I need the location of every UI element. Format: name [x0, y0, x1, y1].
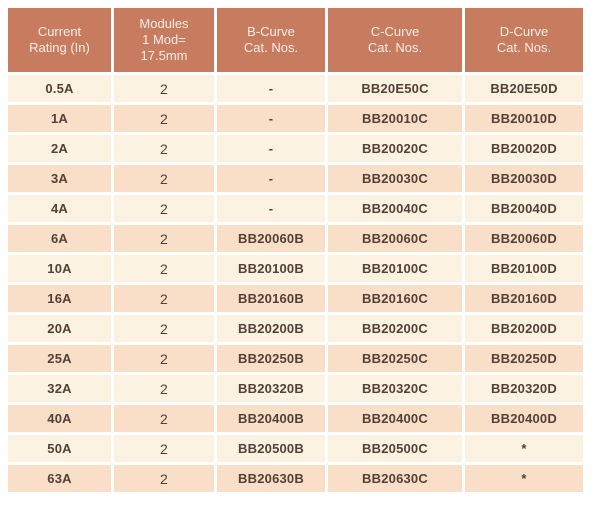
cell-current-rating: 32A: [8, 375, 111, 402]
cell-b-curve: -: [217, 105, 325, 132]
cell-d-curve: BB20040D: [465, 195, 583, 222]
cell-current-rating: 25A: [8, 345, 111, 372]
cell-d-curve: BB20320D: [465, 375, 583, 402]
cell-b-curve: BB20250B: [217, 345, 325, 372]
cell-b-curve: BB20320B: [217, 375, 325, 402]
cell-modules: 2: [114, 255, 214, 282]
cell-c-curve: BB20160C: [328, 285, 462, 312]
cell-current-rating: 4A: [8, 195, 111, 222]
cell-c-curve: BB20E50C: [328, 75, 462, 102]
column-header-current-rating: Current Rating (In): [8, 8, 111, 72]
cell-c-curve: BB20250C: [328, 345, 462, 372]
cell-d-curve: BB20010D: [465, 105, 583, 132]
table-row: 10A 2 BB20100B BB20100C BB20100D: [8, 255, 583, 282]
table-row: 4A 2- BB20040C BB20040D: [8, 195, 583, 222]
column-header-d-curve: D-Curve Cat. Nos.: [465, 8, 583, 72]
cell-b-curve: BB20630B: [217, 465, 325, 492]
table-row: 1A 2- BB20010C BB20010D: [8, 105, 583, 132]
cell-c-curve: BB20020C: [328, 135, 462, 162]
cell-modules: 2: [114, 285, 214, 312]
table-row: 0.5A 2- BB20E50C BB20E50D: [8, 75, 583, 102]
cell-c-curve: BB20200C: [328, 315, 462, 342]
cell-modules: 2: [114, 135, 214, 162]
cell-b-curve: BB20200B: [217, 315, 325, 342]
cell-d-curve: *: [465, 435, 583, 462]
cell-b-curve: -: [217, 195, 325, 222]
cell-current-rating: 2A: [8, 135, 111, 162]
cell-d-curve: BB20250D: [465, 345, 583, 372]
table-body: 0.5A 2- BB20E50C BB20E50D 1A 2- BB20010C BB2001…: [8, 75, 583, 492]
cell-c-curve: BB20630C: [328, 465, 462, 492]
cell-d-curve: *: [465, 465, 583, 492]
cell-b-curve: BB20160B: [217, 285, 325, 312]
cell-modules: 2: [114, 225, 214, 252]
cell-current-rating: 40A: [8, 405, 111, 432]
cell-d-curve: BB20E50D: [465, 75, 583, 102]
table-row: 6A 2 BB20060B BB20060C BB20060D: [8, 225, 583, 252]
cell-c-curve: BB20400C: [328, 405, 462, 432]
cell-current-rating: 20A: [8, 315, 111, 342]
cell-current-rating: 3A: [8, 165, 111, 192]
cell-c-curve: BB20100C: [328, 255, 462, 282]
table-row: 20A 2 BB20200B BB20200C BB20200D: [8, 315, 583, 342]
cell-modules: 2: [114, 375, 214, 402]
cell-b-curve: BB20060B: [217, 225, 325, 252]
cell-modules: 2: [114, 105, 214, 132]
cell-d-curve: BB20100D: [465, 255, 583, 282]
cell-b-curve: BB20100B: [217, 255, 325, 282]
cell-modules: 2: [114, 195, 214, 222]
cell-c-curve: BB20040C: [328, 195, 462, 222]
cell-modules: 2: [114, 405, 214, 432]
table-row: 2A 2- BB20020C BB20020D: [8, 135, 583, 162]
cell-current-rating: 10A: [8, 255, 111, 282]
cell-c-curve: BB20320C: [328, 375, 462, 402]
cell-modules: 2: [114, 165, 214, 192]
header-row: Current Rating (In) Modules 1 Mod= 17.5m…: [8, 8, 583, 72]
cell-current-rating: 16A: [8, 285, 111, 312]
table-row: 3A 2- BB20030C BB20030D: [8, 165, 583, 192]
cell-b-curve: -: [217, 135, 325, 162]
table-row: 25A 2 BB20250B BB20250C BB20250D: [8, 345, 583, 372]
table-row: 16A 2 BB20160B BB20160C BB20160D: [8, 285, 583, 312]
cell-d-curve: BB20400D: [465, 405, 583, 432]
cell-modules: 2: [114, 435, 214, 462]
cell-c-curve: BB20030C: [328, 165, 462, 192]
breaker-catalog-table: Current Rating (In) Modules 1 Mod= 17.5m…: [5, 5, 586, 495]
cell-c-curve: BB20010C: [328, 105, 462, 132]
table-row: 32A 2 BB20320B BB20320C BB20320D: [8, 375, 583, 402]
table-header: Current Rating (In) Modules 1 Mod= 17.5m…: [8, 8, 583, 72]
table-row: 63A 2 BB20630B BB20630C *: [8, 465, 583, 492]
cell-d-curve: BB20020D: [465, 135, 583, 162]
cell-c-curve: BB20500C: [328, 435, 462, 462]
cell-d-curve: BB20160D: [465, 285, 583, 312]
cell-b-curve: BB20400B: [217, 405, 325, 432]
cell-b-curve: -: [217, 165, 325, 192]
column-header-modules: Modules 1 Mod= 17.5mm: [114, 8, 214, 72]
cell-d-curve: BB20030D: [465, 165, 583, 192]
column-header-b-curve: B-Curve Cat. Nos.: [217, 8, 325, 72]
cell-current-rating: 6A: [8, 225, 111, 252]
cell-d-curve: BB20200D: [465, 315, 583, 342]
cell-modules: 2: [114, 315, 214, 342]
table-row: 40A 2 BB20400B BB20400C BB20400D: [8, 405, 583, 432]
table-row: 50A 2 BB20500B BB20500C *: [8, 435, 583, 462]
cell-modules: 2: [114, 345, 214, 372]
cell-current-rating: 63A: [8, 465, 111, 492]
cell-modules: 2: [114, 465, 214, 492]
cell-current-rating: 1A: [8, 105, 111, 132]
cell-d-curve: BB20060D: [465, 225, 583, 252]
cell-modules: 2: [114, 75, 214, 102]
cell-c-curve: BB20060C: [328, 225, 462, 252]
column-header-c-curve: C-Curve Cat. Nos.: [328, 8, 462, 72]
cell-current-rating: 0.5A: [8, 75, 111, 102]
cell-b-curve: -: [217, 75, 325, 102]
cell-b-curve: BB20500B: [217, 435, 325, 462]
cell-current-rating: 50A: [8, 435, 111, 462]
